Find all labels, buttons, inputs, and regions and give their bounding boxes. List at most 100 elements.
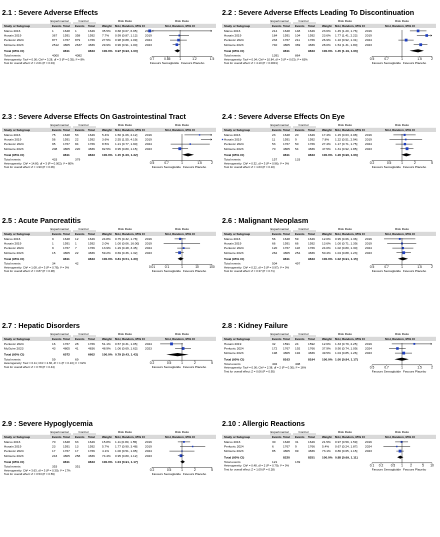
header-control: Control	[79, 430, 89, 434]
column-header: Total	[283, 24, 290, 28]
total-label: Total (95% CI)	[4, 257, 24, 261]
study-year: 2016	[365, 29, 372, 33]
study-weight: 7.7%	[102, 34, 109, 38]
effect-square	[416, 29, 420, 33]
events-experimental: 9	[52, 246, 54, 250]
total-label: Total (95% CI)	[4, 49, 24, 53]
study-year: 2016	[365, 237, 372, 241]
x-tick-label: 1	[181, 161, 183, 165]
total-n-control: 6602	[88, 353, 95, 357]
study-name: Marso 2016	[4, 133, 21, 137]
study-year: 2019	[145, 242, 152, 246]
header-risk-ratio-plot: Risk Ratio	[395, 227, 409, 231]
column-header: Study or Subgroup	[4, 232, 30, 236]
events-control: 22	[75, 138, 79, 142]
study-weight: 47.5%	[322, 147, 331, 151]
x-tick-label: 0.2	[150, 468, 155, 472]
total-ci: 1.00 [0.84, 1.17]	[335, 357, 358, 361]
column-header: Study or Subgroup	[4, 337, 30, 341]
study-ci: 1.15 [0.63, 2.08]	[335, 133, 358, 137]
total-experimental: 1767	[63, 38, 70, 42]
study-weight: 74.4%	[102, 454, 111, 458]
column-header: Events	[52, 435, 62, 439]
total-events-control: 133	[295, 158, 300, 162]
study-ci: 0.95 [0.66, 1.36]	[335, 237, 358, 241]
study-name: McGuire 2023	[224, 251, 244, 255]
total-weight: 100.0%	[322, 357, 333, 361]
column-header: M-H, Random, 95% CI	[335, 128, 365, 132]
header-control: Control	[299, 227, 309, 231]
events-control: 879	[75, 38, 80, 42]
effect-square	[398, 237, 401, 240]
total-events-control: 351	[75, 465, 80, 469]
study-year: 2024	[365, 38, 372, 42]
study-ci: 1.29 [0.48, 3.45]	[115, 246, 138, 250]
x-tick-label: 2	[431, 57, 433, 61]
header-risk-ratio: Risk Ratio	[118, 332, 132, 336]
events-experimental: 23	[272, 133, 276, 137]
total-control: 1649	[88, 440, 95, 444]
overall-effect-text: Test for overall effect: Z = 1.09 (P = 0…	[224, 468, 275, 472]
total-events-experimental: 433	[52, 158, 57, 162]
study-year: 2024	[365, 445, 372, 449]
study-ci: 0.99 [0.87, 1.12]	[115, 34, 138, 38]
study-ci: 2.55 [1.55, 4.19]	[115, 138, 138, 142]
events-experimental: 120	[272, 246, 277, 250]
study-name: Perkovic 2024	[224, 246, 244, 250]
total-experimental: 1591	[63, 138, 70, 142]
total-ci: 0.79 [0.43, 1.43]	[115, 353, 138, 357]
effect-square	[189, 143, 192, 145]
events-experimental: 17	[52, 449, 56, 453]
effect-square	[401, 246, 404, 250]
total-weight: 100.0%	[102, 353, 113, 357]
total-weight: 100.0%	[102, 49, 113, 53]
study-ci: 1.00 [0.06, 16.00]	[115, 242, 139, 246]
header-experimental: Experimental	[270, 123, 288, 127]
study-name: McGuire 2023	[4, 43, 24, 47]
overall-effect-text: Test for overall effect: Z = 1.90 (P = 0…	[4, 165, 55, 169]
total-n-experimental: 9811	[63, 153, 70, 157]
study-ci: 1.11 [0.80, 1.55]	[115, 440, 137, 444]
study-year: 2023	[145, 454, 152, 458]
total-control: 4836	[308, 251, 315, 255]
study-name: Marso 2016	[224, 237, 241, 241]
column-header: Total	[283, 128, 290, 132]
study-name: Husain 2019	[224, 342, 242, 346]
study-weight: 29.9%	[102, 43, 111, 47]
effect-square	[419, 43, 423, 47]
header-experimental: Experimental	[270, 430, 288, 434]
total-events-control: 42	[75, 262, 79, 266]
total-ci: 1.15 [1.00, 1.32]	[115, 153, 138, 157]
total-control: 4836	[308, 449, 315, 453]
forest-plot: Experimental Control Risk Ratio Risk Ratio S…	[222, 430, 436, 472]
heterogeneity-text: Heterogeneity: Tau² = 0.11; Chi² = 2.66,…	[4, 361, 86, 365]
x-tick-label: 0.7	[164, 161, 169, 165]
total-events-control: 139	[295, 460, 300, 464]
header-experimental: Experimental	[50, 332, 68, 336]
header-control: Control	[79, 123, 89, 127]
total-experimental: 1767	[283, 246, 290, 250]
total-control: 1649	[88, 237, 95, 241]
favours-right-label: Favours Placebo	[183, 472, 206, 476]
header-experimental: Experimental	[50, 19, 68, 23]
study-weight: 5.4%	[322, 445, 329, 449]
events-experimental: 243	[52, 454, 57, 458]
effect-square	[425, 34, 429, 37]
heterogeneity-text: Heterogeneity: Chi² = 1.08, df = 3 (P = …	[4, 265, 69, 269]
forest-plot: Experimental Control Risk Ratio Risk Ratio S…	[2, 430, 216, 476]
total-control: 1766	[88, 142, 95, 146]
x-tick-label: 1.2	[192, 57, 197, 61]
header-risk-ratio-plot: Risk Ratio	[175, 19, 189, 23]
total-events-label: Total events	[224, 262, 241, 266]
study-ci: 1.10 [0.92, 1.31]	[335, 38, 358, 42]
total-control: 4836	[308, 43, 315, 47]
column-header: Events	[272, 24, 282, 28]
x-tick-label: 1	[181, 265, 183, 269]
x-tick-label: 5	[422, 464, 424, 468]
x-tick-label: 2	[431, 366, 433, 370]
study-name: Marso 2016	[4, 237, 21, 241]
header-experimental: Experimental	[270, 227, 288, 231]
column-header: Weight	[102, 24, 112, 28]
total-n-experimental: 9811	[283, 153, 290, 157]
